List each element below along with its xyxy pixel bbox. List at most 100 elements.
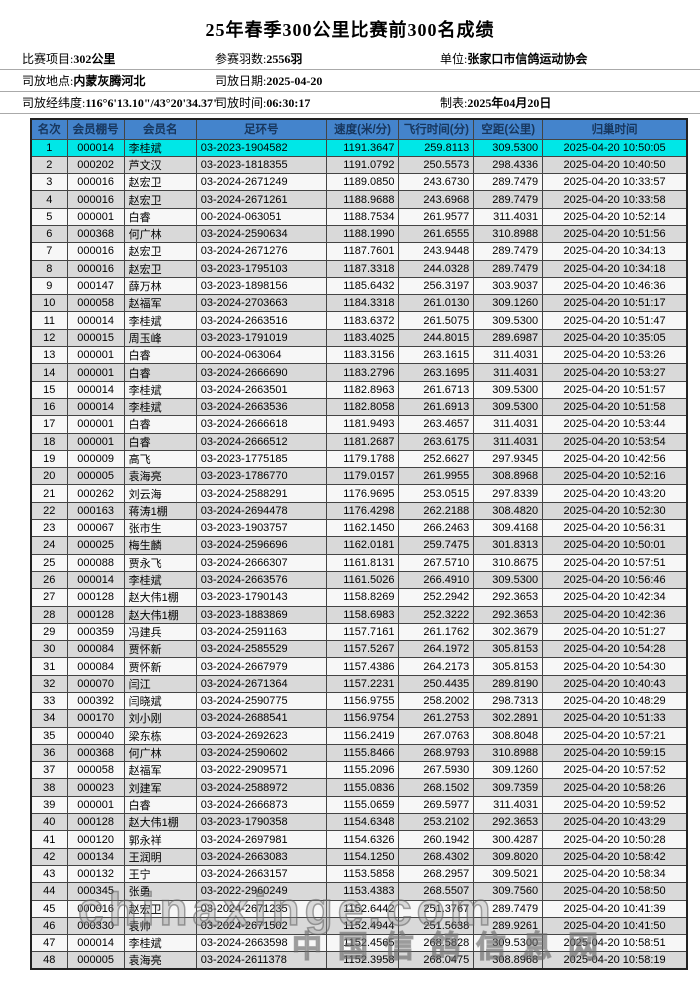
member-id-cell: 000016	[66, 899, 125, 918]
speed-cell: 1181.9493	[325, 415, 400, 434]
return-time-cell: 2025-04-20 10:43:20	[542, 484, 688, 503]
return-time-cell: 2025-04-20 10:57:21	[542, 726, 688, 745]
distance-cell: 309.5300	[473, 380, 544, 399]
flight-time-cell: 244.0328	[398, 259, 475, 278]
flight-time-cell: 268.5828	[398, 934, 475, 953]
member-name-cell: 郭永祥	[123, 830, 197, 849]
ring-number-cell: 03-2024-2697981	[195, 830, 327, 849]
return-time-cell: 2025-04-20 10:34:18	[542, 259, 688, 278]
member-name-cell: 闫江	[123, 674, 197, 694]
member-id-cell: 000005	[66, 467, 125, 486]
info-row: 司放经纬度:116°6'13.10"/43°20'34.37" 司放时间:06:3…	[0, 92, 700, 114]
member-id-cell: 000262	[66, 484, 125, 503]
results-table-wrapper: 名次 会员棚号 会员名 足环号 速度(米/分) 飞行时间(分) 空距(公里) 归巢时间 1 00…	[30, 118, 688, 971]
return-time-cell: 2025-04-20 10:46:36	[542, 276, 688, 296]
table-row: 10 000058 赵福军 03-2024-2703663 1184.3318 261.0…	[30, 294, 688, 313]
flight-time-cell: 261.5075	[398, 311, 475, 330]
flight-time-cell: 264.1972	[398, 640, 475, 659]
member-name-cell: 袁海亮	[123, 467, 197, 486]
member-name-cell: 袁海亮	[123, 951, 197, 970]
distance-cell: 311.4031	[473, 346, 544, 365]
rank-cell: 42	[30, 847, 68, 866]
member-name-cell: 薛万林	[123, 276, 197, 296]
rank-cell: 27	[30, 588, 68, 607]
member-id-cell: 000134	[66, 847, 125, 866]
speed-cell: 1158.6983	[325, 605, 400, 624]
speed-cell: 1158.8269	[325, 588, 400, 607]
distance-cell: 301.8313	[473, 536, 544, 555]
distance-cell: 297.9345	[473, 449, 544, 469]
ring-number-cell: 03-2022-2909571	[195, 761, 327, 780]
table-row: 13 000001 白睿 00-2024-063064 1183.3156 263.161…	[30, 346, 688, 365]
distance-cell: 310.8988	[473, 224, 544, 244]
return-time-cell: 2025-04-20 10:58:42	[542, 847, 688, 866]
distance-cell: 292.3653	[473, 588, 544, 607]
ring-number-cell: 03-2023-1818355	[195, 155, 327, 175]
flight-time-cell: 268.2957	[398, 864, 475, 884]
flight-time-cell: 259.8113	[398, 138, 475, 157]
flight-time-cell: 267.5930	[398, 761, 475, 780]
return-time-cell: 2025-04-20 10:35:05	[542, 328, 688, 348]
ring-number-cell: 03-2023-1904582	[195, 138, 327, 157]
rank-cell: 5	[30, 207, 68, 226]
member-name-cell: 芦文汉	[123, 155, 197, 175]
return-time-cell: 2025-04-20 10:34:13	[542, 242, 688, 261]
table-row: 24 000025 梅生麟 03-2024-2596696 1162.0181 259.7…	[30, 536, 688, 555]
return-time-cell: 2025-04-20 10:40:43	[542, 674, 688, 694]
member-name-cell: 张市生	[123, 519, 197, 538]
speed-cell: 1157.2231	[325, 674, 400, 694]
speed-cell: 1182.8963	[325, 380, 400, 399]
return-time-cell: 2025-04-20 10:42:36	[542, 605, 688, 624]
distance-cell: 308.4820	[473, 501, 544, 521]
member-name-cell: 白睿	[123, 207, 197, 226]
flight-time-cell: 268.9793	[398, 743, 475, 763]
info-item: 制表:2025年04月20日	[440, 96, 552, 110]
return-time-cell: 2025-04-20 10:58:26	[542, 778, 688, 797]
flight-time-cell: 261.0130	[398, 294, 475, 313]
ring-number-cell: 03-2023-1791019	[195, 328, 327, 348]
rank-cell: 9	[30, 276, 68, 296]
speed-cell: 1155.0659	[325, 795, 400, 815]
member-name-cell: 何广林	[123, 224, 197, 244]
return-time-cell: 2025-04-20 10:51:57	[542, 380, 688, 399]
return-time-cell: 2025-04-20 10:41:39	[542, 899, 688, 918]
table-row: 23 000067 张市生 03-2023-1903757 1162.1450 266.2…	[30, 519, 688, 538]
return-time-cell: 2025-04-20 10:43:29	[542, 813, 688, 832]
speed-cell: 1154.6348	[325, 813, 400, 832]
ring-number-cell: 03-2024-2666873	[195, 795, 327, 815]
ring-number-cell: 03-2024-2611378	[195, 951, 327, 970]
column-header: 飞行时间(分)	[398, 118, 475, 140]
column-header: 速度(米/分)	[325, 118, 400, 140]
member-id-cell: 000016	[66, 242, 125, 261]
return-time-cell: 2025-04-20 10:58:34	[542, 864, 688, 884]
distance-cell: 309.5300	[473, 570, 544, 590]
return-time-cell: 2025-04-20 10:57:52	[542, 761, 688, 780]
distance-cell: 309.7560	[473, 882, 544, 901]
rank-cell: 26	[30, 570, 68, 590]
distance-cell: 289.7479	[473, 899, 544, 918]
speed-cell: 1155.8466	[325, 743, 400, 763]
speed-cell: 1156.9755	[325, 691, 400, 711]
ring-number-cell: 03-2024-2671502	[195, 916, 327, 936]
ring-number-cell: 03-2024-2703663	[195, 294, 327, 313]
rank-cell: 7	[30, 242, 68, 261]
ring-number-cell: 03-2024-2663536	[195, 397, 327, 417]
info-item: 司放时间:06:30:17	[215, 96, 311, 110]
ring-number-cell: 03-2024-2585529	[195, 640, 327, 659]
rank-cell: 38	[30, 778, 68, 797]
return-time-cell: 2025-04-20 10:50:05	[542, 138, 688, 157]
rank-cell: 31	[30, 657, 68, 676]
distance-cell: 308.8048	[473, 726, 544, 745]
member-id-cell: 000330	[66, 916, 125, 936]
member-id-cell: 000001	[66, 363, 125, 382]
speed-cell: 1191.3647	[325, 138, 400, 157]
speed-cell: 1154.6326	[325, 830, 400, 849]
column-header: 会员名	[123, 118, 197, 140]
speed-cell: 1152.4944	[325, 916, 400, 936]
table-row: 8 000016 赵宏卫 03-2023-1795103 1187.3318 244.03…	[30, 259, 688, 278]
ring-number-cell: 03-2024-2671235	[195, 899, 327, 918]
rank-cell: 14	[30, 363, 68, 382]
table-row: 16 000014 李桂斌 03-2024-2663536 1182.8058 261.6…	[30, 397, 688, 417]
member-name-cell: 李桂斌	[123, 934, 197, 953]
ring-number-cell: 03-2023-1790358	[195, 813, 327, 832]
